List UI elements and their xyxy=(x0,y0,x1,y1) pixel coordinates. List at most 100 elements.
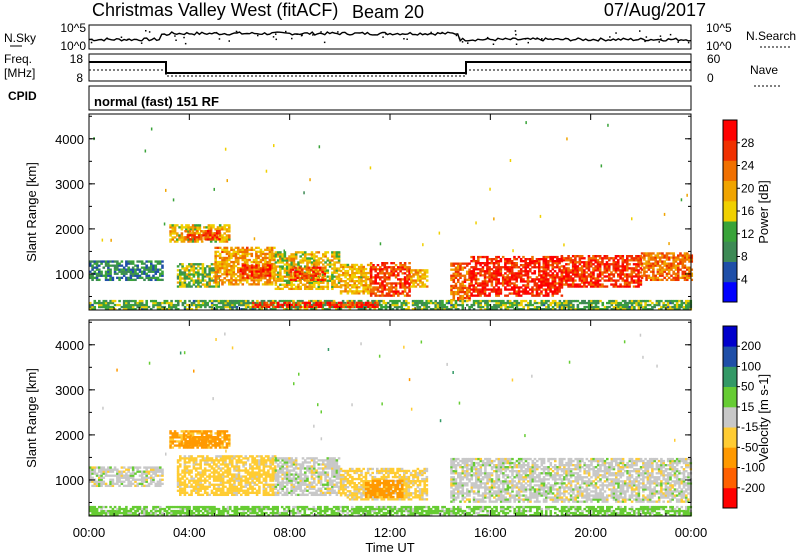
power-cell xyxy=(596,273,600,276)
power-cell xyxy=(125,262,128,265)
power-cell xyxy=(323,299,327,303)
power-cell xyxy=(127,278,130,282)
power-cell xyxy=(303,278,306,282)
power-cell xyxy=(672,252,675,255)
power-cell xyxy=(452,290,456,294)
power-cell xyxy=(140,260,144,263)
power-cell xyxy=(589,285,593,288)
power-cell xyxy=(181,265,184,268)
power-cell xyxy=(673,308,677,311)
power-cell xyxy=(127,268,130,271)
power-cell xyxy=(628,299,632,303)
power-cell xyxy=(624,305,627,309)
velocity-cell xyxy=(204,438,208,441)
velocity-cell xyxy=(95,474,99,477)
power-cell xyxy=(270,269,274,272)
power-cell xyxy=(672,266,675,269)
power-cell xyxy=(493,299,496,303)
power-cell xyxy=(556,262,559,265)
power-cell xyxy=(225,264,229,268)
power-cell xyxy=(230,246,233,250)
power-cell xyxy=(150,268,153,271)
power-cell xyxy=(688,268,691,271)
power-cell xyxy=(214,254,217,258)
velocity-cell xyxy=(138,482,142,486)
power-cell xyxy=(416,283,420,286)
power-cell xyxy=(173,228,177,231)
power-cell xyxy=(583,273,586,276)
power-cell xyxy=(359,308,363,311)
power-cell xyxy=(120,276,124,280)
power-cell xyxy=(208,279,211,282)
power-cell xyxy=(420,303,424,307)
power-cell xyxy=(623,279,627,282)
power-cell xyxy=(197,305,200,309)
power-cell xyxy=(535,276,539,279)
power-cell xyxy=(127,262,130,265)
velocity-cell xyxy=(180,430,184,433)
power-cell xyxy=(276,271,280,274)
power-cell xyxy=(376,282,380,285)
power-cell xyxy=(353,282,356,285)
power-cell xyxy=(594,281,597,284)
power-cell xyxy=(326,269,330,272)
power-cell xyxy=(556,260,559,263)
power-cell xyxy=(279,287,282,291)
power-cell xyxy=(299,261,302,264)
power-cell xyxy=(392,266,396,269)
noise-search-point xyxy=(175,39,177,41)
power-cell xyxy=(326,257,330,260)
power-cell xyxy=(313,269,316,272)
power-cell xyxy=(197,238,201,241)
noise-search-point xyxy=(430,31,432,34)
power-cell xyxy=(274,301,277,305)
power-cell xyxy=(683,260,687,263)
velocity-cell xyxy=(202,442,205,445)
power-cell xyxy=(405,301,408,305)
velocity-cell xyxy=(202,440,205,443)
power-cell xyxy=(250,274,254,277)
power-cell xyxy=(533,305,537,309)
power-cell xyxy=(290,281,293,284)
power-cell xyxy=(263,303,266,307)
power-cell xyxy=(596,305,600,309)
power-cell xyxy=(647,262,651,265)
power-cell xyxy=(357,308,361,311)
power-cell xyxy=(585,277,588,280)
power-cell xyxy=(556,292,559,295)
power-cell xyxy=(495,274,498,277)
power-cell xyxy=(305,268,309,271)
power-cell xyxy=(522,284,525,287)
velocity-cell xyxy=(198,432,202,435)
power-cell xyxy=(547,308,550,311)
power-cell xyxy=(335,275,339,278)
power-cell xyxy=(553,292,557,295)
power-cell xyxy=(159,305,162,309)
power-cell xyxy=(204,236,208,239)
power-cell xyxy=(118,276,121,280)
velocity-cell xyxy=(216,436,220,439)
power-cell xyxy=(396,301,399,305)
power-cell xyxy=(369,262,373,265)
power-cell xyxy=(610,257,613,260)
power-cell xyxy=(390,266,393,269)
power-cell xyxy=(685,305,688,309)
power-cell xyxy=(495,270,498,273)
power-cell xyxy=(515,274,518,277)
power-cell xyxy=(306,261,309,264)
power-cell xyxy=(333,275,336,278)
power-cell xyxy=(204,230,208,233)
power-point xyxy=(110,238,112,242)
power-cell xyxy=(479,290,482,293)
power-cell xyxy=(562,259,566,262)
power-cell xyxy=(107,303,110,307)
power-cell xyxy=(571,259,575,262)
power-cell xyxy=(495,268,498,271)
power-cell xyxy=(623,267,627,270)
power-cell xyxy=(612,283,616,286)
power-cell xyxy=(605,267,609,270)
power-point xyxy=(475,221,477,225)
power-cell xyxy=(632,267,636,270)
power-cell xyxy=(628,273,631,276)
power-cell xyxy=(268,268,272,271)
